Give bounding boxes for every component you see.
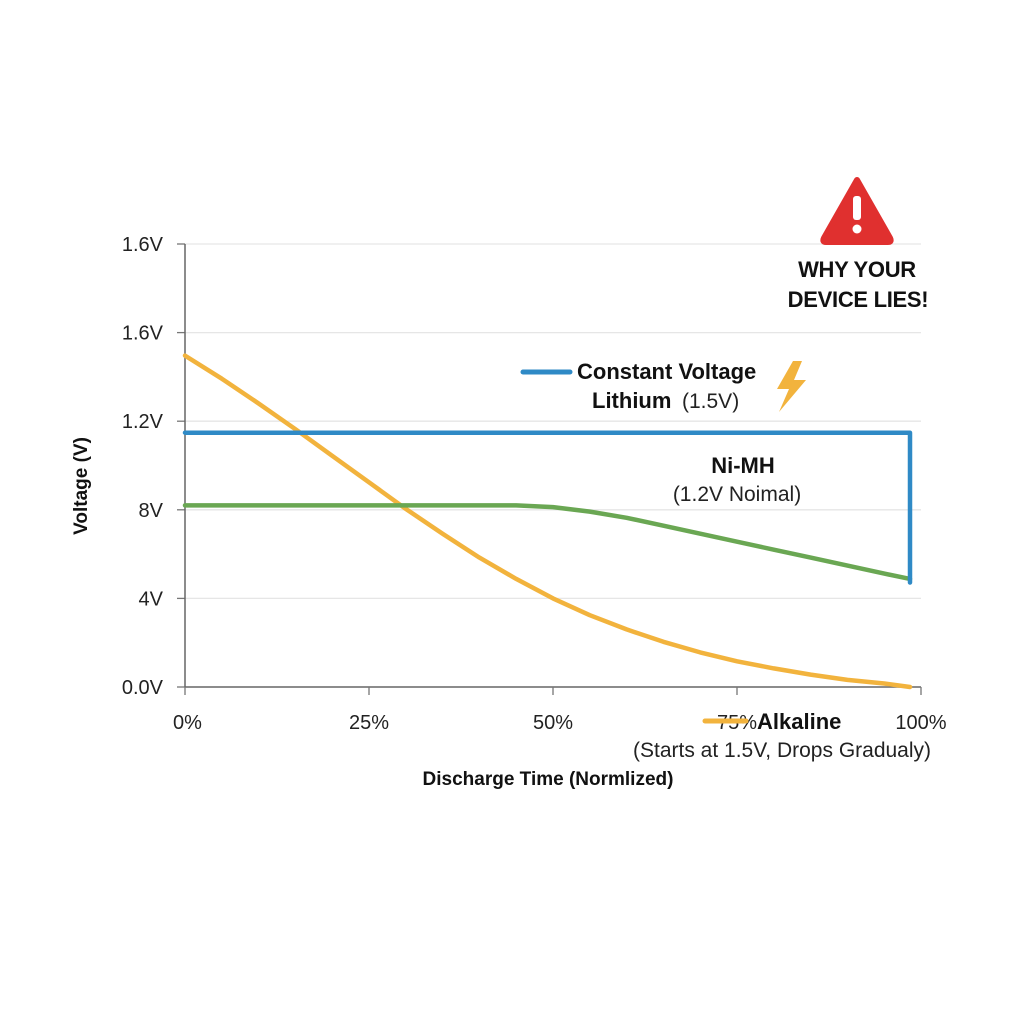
legend-caption-nimh: (1.2V Noimal) xyxy=(673,483,801,506)
legend-label-nimh: Ni-MH xyxy=(711,453,775,478)
warning-text-line2: DEVICE LIES! xyxy=(788,287,929,312)
y-axis-title: Voltage (V) xyxy=(71,437,92,535)
x-tick-label-1: 25% xyxy=(349,712,389,734)
x-tick-label-2: 50% xyxy=(533,712,573,734)
lightning-bolt-icon xyxy=(777,361,806,412)
legend-caption-alkaline: (Starts at 1.5V, Drops Gradualy) xyxy=(633,739,931,762)
legend-label-lithium-line2: Lithium xyxy=(592,388,671,413)
legend-caption-lithium: (1.5V) xyxy=(682,390,739,413)
y-tick-label-2: 8V xyxy=(139,500,164,522)
x-tick-label-4: 100% xyxy=(895,712,946,734)
x-axis-title: Discharge Time (Normlized) xyxy=(423,769,674,790)
warning-text-line1: WHY YOUR xyxy=(798,257,916,282)
y-tick-label-1: 4V xyxy=(139,588,164,610)
axes xyxy=(177,243,922,695)
line-alkaline xyxy=(182,353,913,690)
x-tick-label-0: 0% xyxy=(173,712,202,734)
line-lithium xyxy=(182,430,913,585)
y-tick-label-4: 1.6V xyxy=(122,323,164,345)
line-nimh xyxy=(182,503,913,582)
y-tick-label-3: 1.2V xyxy=(122,411,164,433)
gridlines xyxy=(185,243,921,600)
legend-label-lithium-line1: Constant Voltage xyxy=(577,359,756,384)
legend-label-alkaline: Alkaline xyxy=(757,709,841,734)
warning-icon xyxy=(820,177,894,245)
y-axis-ticks: 0.0V 4V 8V 1.2V 1.6V 1.6V xyxy=(122,234,164,699)
y-tick-label-5: 1.6V xyxy=(122,234,164,256)
y-tick-label-0: 0.0V xyxy=(122,677,164,699)
series-lines xyxy=(182,353,913,690)
